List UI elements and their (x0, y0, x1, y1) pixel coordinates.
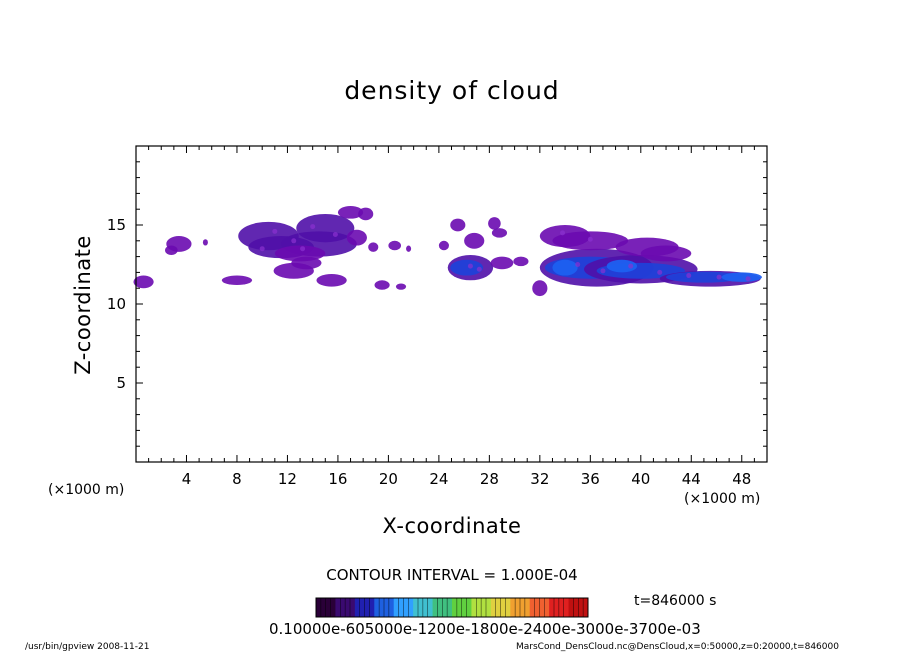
cloud-blob (395, 283, 407, 290)
contour-interval-label: CONTOUR INTERVAL = 1.000E-04 (326, 566, 578, 584)
cloud-blob (337, 206, 364, 219)
x-tick-label: 16 (328, 470, 347, 488)
cloud-speckle (332, 231, 338, 237)
cloud-density-field (133, 206, 762, 297)
x-tick-label: 24 (429, 470, 448, 488)
cloud-blob (346, 229, 367, 246)
x-tick-label: 28 (480, 470, 499, 488)
cloud-speckle (575, 262, 581, 267)
cloud-blob (491, 228, 508, 238)
x-tick-label: 4 (182, 470, 192, 488)
axis-ticks (135, 145, 768, 463)
y-tick-label: 5 (116, 374, 126, 392)
x-tick-label: 44 (682, 470, 701, 488)
x-tick-label: 40 (631, 470, 650, 488)
y-tick-label: 10 (107, 295, 126, 313)
footer-right: MarsCond_DensCloud.nc@DensCloud,x=0:5000… (516, 642, 839, 652)
x-axis-label: X-coordinate (382, 514, 522, 538)
cloud-blob (374, 280, 390, 290)
y-axis-label: Z-coordinate (71, 235, 95, 375)
cloud-blob (532, 280, 548, 297)
colorbar (315, 597, 589, 618)
y-tick-label: 15 (107, 216, 126, 234)
colorbar-frame (315, 597, 589, 618)
cloud-blob (552, 259, 578, 276)
cloud-blob (221, 275, 253, 286)
cloud-speckle (272, 228, 278, 234)
cloud-blob (450, 218, 466, 232)
cloud-blob (606, 259, 638, 273)
x-tick-label: 8 (232, 470, 242, 488)
cloud-blob (666, 271, 742, 283)
cloud-speckle (600, 268, 606, 274)
cloud-blob (438, 240, 449, 251)
cloud-speckle (745, 276, 751, 282)
cloud-blob (291, 256, 322, 270)
time-label: t=846000 s (634, 593, 717, 609)
cloud-speckle (259, 246, 265, 252)
cloud-blob (513, 256, 529, 267)
x-axis-unit-left: (×1000 m) (48, 482, 125, 498)
x-axis-unit-right: (×1000 m) (684, 491, 761, 507)
cloud-speckle (657, 269, 663, 275)
footer-left: /usr/bin/gpview 2008-11-21 (25, 642, 150, 652)
cloud-blob (388, 240, 402, 251)
x-tick-label: 32 (530, 470, 549, 488)
cloud-speckle (587, 236, 593, 242)
cloud-blob (165, 245, 178, 256)
x-tick-label: 48 (732, 470, 751, 488)
cloud-speckle (467, 263, 473, 269)
chart-title: density of cloud (344, 76, 560, 105)
cloud-blob (490, 256, 514, 270)
cloud-blob (368, 242, 379, 252)
cloud-blob (488, 217, 501, 230)
cloud-blob (450, 259, 484, 276)
cloud-blob (316, 273, 347, 287)
cloud-blob (640, 245, 692, 262)
cloud-blob (133, 275, 154, 289)
x-tick-label: 36 (581, 470, 600, 488)
cloud-blob (202, 239, 208, 246)
cloud-speckle (310, 224, 316, 230)
x-tick-label: 20 (379, 470, 398, 488)
colorbar-tick-labels: 0.10000e-605000e-1200e-1800e-2400e-3000e… (269, 620, 701, 638)
cloud-speckle (716, 274, 722, 280)
cloud-speckle (686, 273, 692, 279)
cloud-speckle (628, 263, 634, 269)
cloud-blob (721, 272, 762, 282)
cloud-blob (464, 232, 485, 249)
plot-frame (135, 145, 768, 463)
x-tick-label: 12 (278, 470, 297, 488)
cloud-blob (406, 245, 412, 252)
cloud-speckle (300, 246, 306, 252)
cloud-speckle (560, 230, 566, 236)
cloud-speckle (291, 238, 297, 244)
cloud-speckle (476, 266, 482, 272)
